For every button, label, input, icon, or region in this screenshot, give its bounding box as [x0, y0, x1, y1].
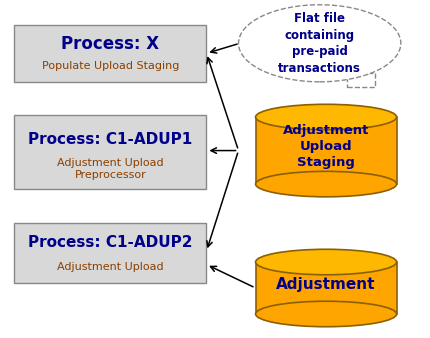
FancyBboxPatch shape [14, 25, 206, 82]
Ellipse shape [255, 249, 396, 275]
Ellipse shape [255, 104, 396, 130]
Text: Adjustment: Adjustment [276, 277, 376, 292]
Text: Process: C1-ADUP1: Process: C1-ADUP1 [28, 132, 193, 147]
FancyBboxPatch shape [14, 115, 206, 189]
Bar [255, 117, 396, 184]
Ellipse shape [255, 301, 396, 327]
Text: Adjustment Upload: Adjustment Upload [57, 262, 164, 272]
FancyBboxPatch shape [14, 223, 206, 283]
Text: Flat file
containing
pre-paid
transactions: Flat file containing pre-paid transactio… [278, 12, 361, 75]
Text: Adjustment Upload
Preprocessor: Adjustment Upload Preprocessor [57, 158, 164, 180]
Text: Process: X: Process: X [61, 35, 160, 53]
Ellipse shape [255, 171, 396, 197]
Text: Process: C1-ADUP2: Process: C1-ADUP2 [28, 235, 193, 250]
Ellipse shape [239, 5, 401, 82]
Text: Adjustment
Upload
Staging: Adjustment Upload Staging [283, 124, 369, 169]
Text: Populate Upload Staging: Populate Upload Staging [42, 62, 179, 71]
Bar [255, 262, 396, 314]
Bar [347, 73, 375, 87]
